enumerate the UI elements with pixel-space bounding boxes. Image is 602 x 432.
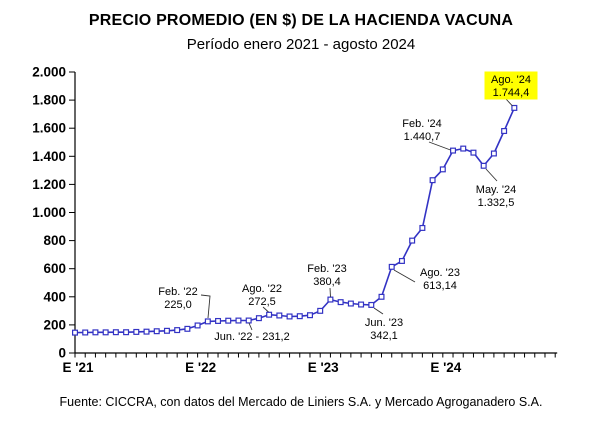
annotation-leader-line: [200, 294, 211, 319]
y-axis-label: 400: [43, 289, 66, 304]
data-point-marker: [82, 329, 89, 336]
data-point-marker: [368, 301, 375, 308]
data-point-marker: [450, 147, 457, 154]
y-axis-label: 200: [43, 317, 66, 332]
data-point-marker: [102, 329, 109, 336]
data-point-marker: [327, 296, 334, 303]
annotation-label-jun23: Jun. '23: [365, 317, 403, 329]
y-axis-label: 800: [43, 233, 66, 248]
data-point-marker: [184, 325, 191, 332]
data-point-marker: [204, 318, 211, 325]
data-point-marker: [429, 177, 436, 184]
annotation-label-ago24: Ago. '24: [491, 74, 531, 86]
y-axis-label: 600: [43, 261, 66, 276]
annotation-label-jun22: Jun. '22 - 231,2: [214, 331, 290, 343]
data-point-marker: [470, 149, 477, 156]
x-axis-label: E '23: [308, 360, 339, 375]
data-point-marker: [235, 317, 242, 324]
annotation-label-may24: May. '24: [476, 184, 516, 196]
annotation-label-feb22: 225,0: [164, 299, 192, 311]
data-point-marker: [92, 329, 99, 336]
annotation-label-ago22: 272,5: [248, 296, 276, 308]
data-point-marker: [480, 162, 487, 169]
data-point-marker: [194, 322, 201, 329]
annotation-label-feb23: Feb. '23: [307, 263, 346, 275]
data-point-marker: [174, 327, 181, 334]
y-axis-label: 1.600: [32, 121, 66, 136]
annotation-leader-line: [329, 287, 331, 298]
data-point-marker: [71, 329, 78, 336]
data-point-marker: [296, 313, 303, 320]
annotation-label-feb23: 380,4: [313, 276, 341, 288]
data-point-marker: [347, 300, 354, 307]
data-point-marker: [133, 328, 140, 335]
data-point-marker: [153, 328, 160, 335]
chart-title: PRECIO PROMEDIO (EN $) DE LA HACIENDA VA…: [88, 12, 514, 29]
annotation-label-ago24: 1.744,4: [493, 87, 530, 99]
y-axis-label: 1.400: [32, 149, 66, 164]
y-axis-label: 1.200: [32, 177, 66, 192]
data-point-marker: [419, 224, 426, 231]
y-axis-label: 1.800: [32, 93, 66, 108]
annotation-label-may24: 1.332,5: [478, 197, 515, 209]
annotation-label-ago23: 613,14: [423, 280, 457, 292]
data-point-marker: [255, 315, 262, 322]
chart-subtitle: Período enero 2021 - agosto 2024: [186, 36, 416, 53]
x-axis-label: E '22: [185, 360, 216, 375]
price-line: [74, 107, 516, 334]
data-point-marker: [163, 327, 170, 334]
x-axis-label: E '21: [63, 360, 94, 375]
data-point-marker: [215, 317, 222, 324]
annotation-label-feb24: 1.440,7: [404, 131, 441, 143]
data-point-marker: [112, 329, 119, 336]
data-point-marker: [358, 301, 365, 308]
data-point-marker: [123, 329, 130, 336]
data-point-marker: [266, 311, 273, 318]
data-point-marker: [490, 150, 497, 157]
annotation-leader-line: [262, 306, 269, 313]
annotation-label-feb24: Feb. '24: [402, 118, 441, 130]
annotation-leader-line: [373, 307, 384, 315]
annotation-leader-line: [393, 269, 416, 283]
data-point-marker: [306, 312, 313, 319]
data-point-marker: [225, 317, 232, 324]
data-point-marker: [511, 104, 518, 111]
y-axis-label: 2.000: [32, 65, 66, 80]
data-point-marker: [398, 257, 405, 264]
annotation-label-feb22: Feb. '22: [158, 286, 197, 298]
data-point-marker: [501, 128, 508, 135]
annotation-highlight-box: [484, 71, 538, 100]
source-note: Fuente: CICCRA, con datos del Mercado de…: [59, 395, 543, 409]
x-axis-label: E '24: [430, 360, 461, 375]
data-point-marker: [439, 166, 446, 173]
annotation-leader-line: [505, 98, 513, 107]
annotation-label-ago22: Ago. '22: [242, 283, 282, 295]
annotation-label-jun23: 342,1: [370, 330, 398, 342]
y-axis-label: 1.000: [32, 205, 66, 220]
data-point-marker: [143, 328, 150, 335]
annotation-label-ago23: Ago. '23: [420, 267, 460, 279]
annotation-leader-line: [428, 141, 451, 151]
annotation-leader-line: [485, 168, 498, 182]
data-point-marker: [245, 317, 252, 324]
data-point-marker: [388, 263, 395, 270]
data-point-marker: [286, 313, 293, 320]
data-point-marker: [409, 237, 416, 244]
data-point-marker: [378, 293, 385, 300]
data-point-marker: [337, 299, 344, 306]
y-axis-label: 0: [58, 346, 66, 361]
data-point-marker: [276, 312, 283, 319]
annotation-leader-line: [248, 322, 253, 331]
data-point-marker: [317, 307, 324, 314]
data-point-marker: [460, 145, 467, 152]
